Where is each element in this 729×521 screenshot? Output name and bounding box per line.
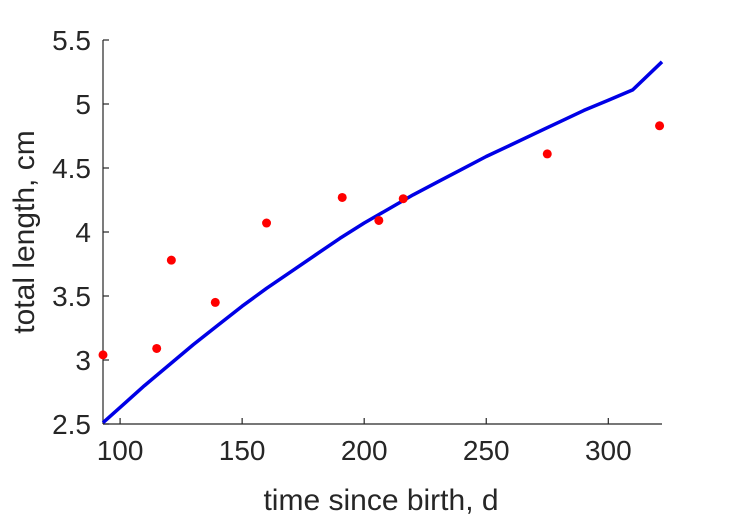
data-point bbox=[152, 343, 162, 353]
fit-curve bbox=[101, 60, 664, 425]
x-tick-label: 200 bbox=[341, 435, 388, 466]
y-tick-label: 2.5 bbox=[52, 409, 91, 440]
data-point bbox=[262, 218, 272, 228]
y-tick-label: 5.5 bbox=[52, 25, 91, 56]
axes: 100 150 200 250 300 2.5 3 3.5 4 4.5 5 5.5 bbox=[52, 25, 662, 466]
y-tick-label: 4.5 bbox=[52, 153, 91, 184]
x-tick-label: 100 bbox=[97, 435, 144, 466]
data-point bbox=[374, 215, 384, 225]
data-point bbox=[166, 255, 176, 265]
data-point bbox=[398, 194, 408, 204]
data-point bbox=[655, 121, 665, 131]
data-point bbox=[98, 350, 108, 360]
y-tick-label: 3.5 bbox=[52, 281, 91, 312]
x-tick-label: 300 bbox=[585, 435, 632, 466]
x-tick-label: 150 bbox=[219, 435, 266, 466]
y-axis-label: total length, cm bbox=[8, 130, 41, 333]
data-point bbox=[210, 297, 220, 307]
x-tick-label: 250 bbox=[463, 435, 510, 466]
x-axis-label: time since birth, d bbox=[263, 484, 498, 517]
y-tick-label: 5 bbox=[75, 89, 91, 120]
data-point bbox=[337, 192, 347, 202]
y-tick-label: 4 bbox=[75, 217, 91, 248]
y-tick-label: 3 bbox=[75, 345, 91, 376]
axis-labels: time since birth, d total length, cm bbox=[8, 130, 499, 517]
data-point bbox=[542, 149, 552, 159]
plot-area bbox=[98, 60, 665, 425]
